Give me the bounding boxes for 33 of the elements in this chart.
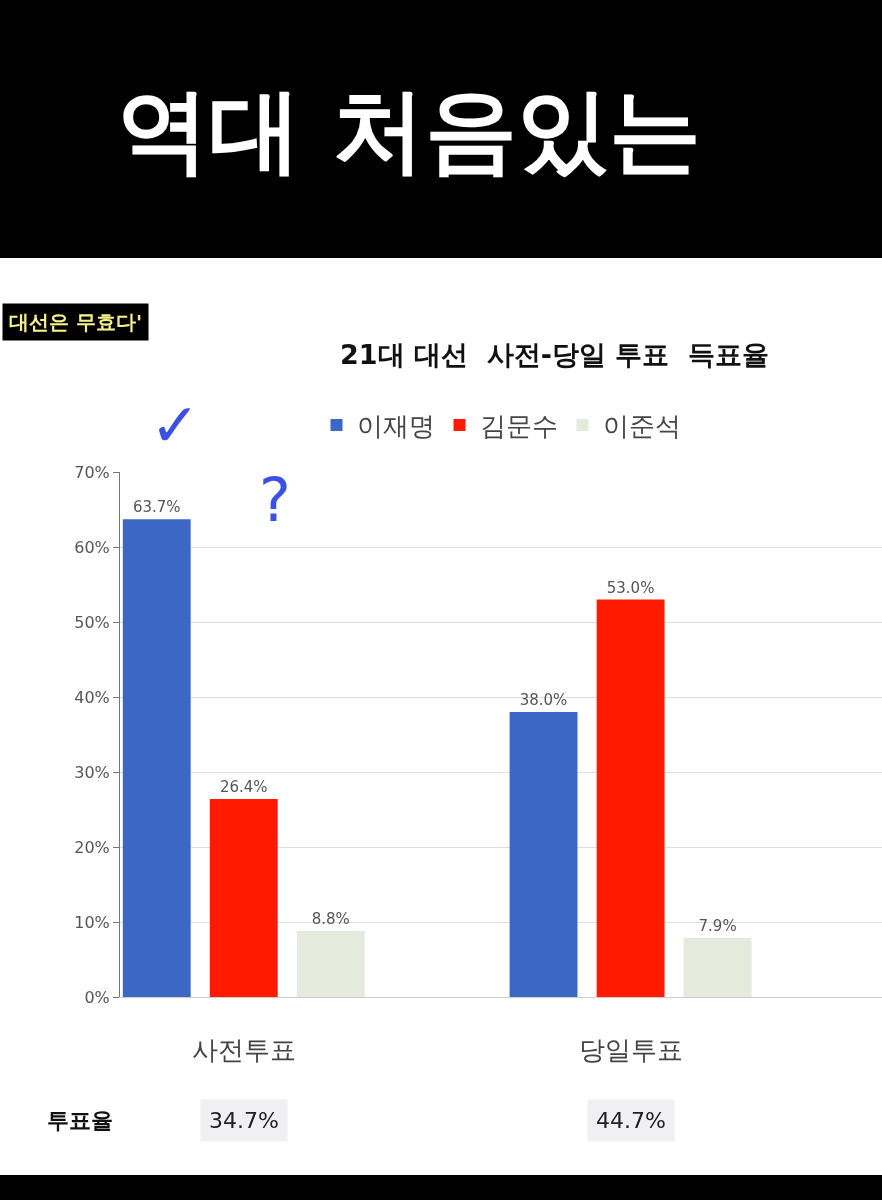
bar [296,931,365,997]
data-label: 38.0% [519,691,568,709]
text: 34.7% [209,1108,279,1133]
bar [596,599,665,997]
data-label: 63.7% [132,498,181,517]
bar [683,937,752,997]
data-label: 7.9% [698,916,737,935]
y-tick-label: 20% [74,837,110,857]
annotation: ? [259,465,291,535]
y-tick-label: 50% [74,612,110,632]
bar [209,799,278,997]
bar [509,712,578,997]
data-label: 53.0% [606,578,655,597]
y-tick-label: 30% [74,762,110,782]
y-tick-label: 70% [74,462,110,482]
legend-label: 이준석 [602,411,681,442]
text: 44.7% [596,1108,666,1133]
chart-title: 21대 대선 사전-당일 투표 득표율 [340,339,770,371]
bar [122,519,191,997]
text: 투표율 [47,1108,113,1133]
x-tick-label: 사전투표 [191,1035,296,1066]
text: 역대 처음있는 [117,77,702,184]
data-label: 26.4% [219,778,268,796]
x-tick-label: 당일투표 [578,1035,683,1066]
text: 대선은 무효다' [9,310,143,334]
y-tick-label: 60% [74,537,110,557]
legend-label: 이재명 [356,411,435,442]
legend-label: 김문수 [479,411,558,442]
text: ✓ [150,390,201,460]
data-label: 8.8% [311,910,350,928]
y-tick-label: 0% [84,987,110,1007]
y-tick-label: 40% [74,687,110,707]
y-tick-label: 10% [74,912,110,932]
